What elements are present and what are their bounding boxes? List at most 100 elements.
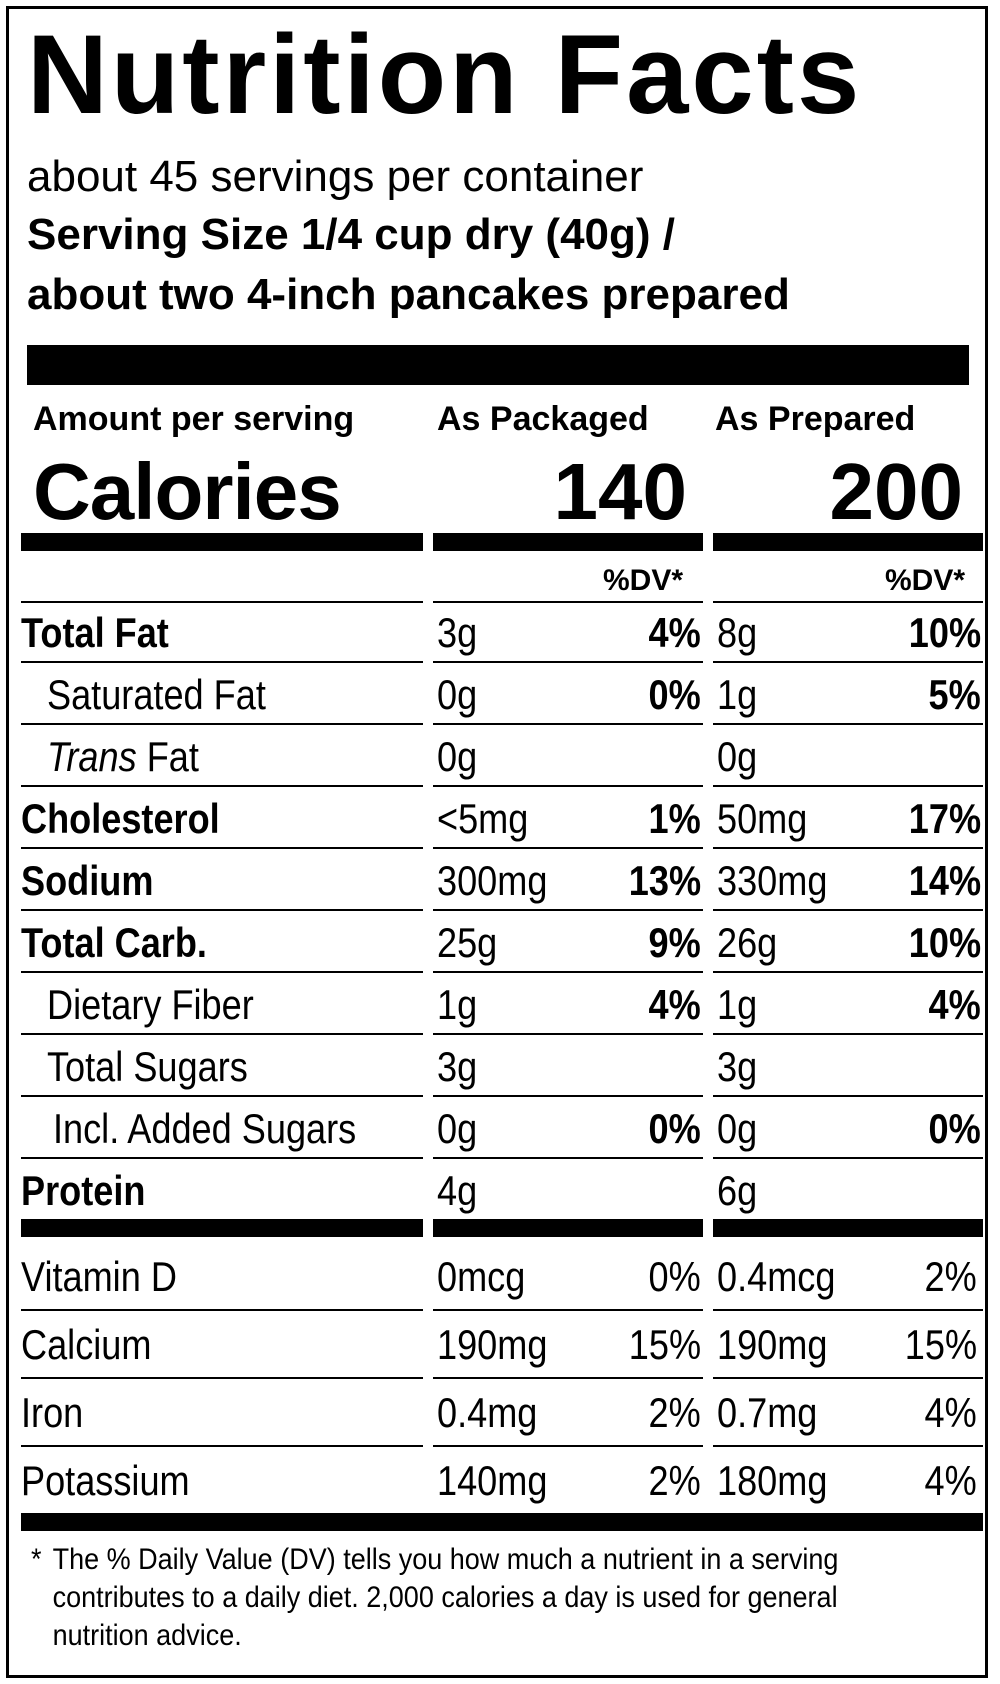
nutrient-name: Protein bbox=[21, 1167, 146, 1214]
vitamin-bar-2 bbox=[433, 1219, 703, 1237]
prepared-amount: 0.4mcg bbox=[717, 1253, 836, 1300]
packaged-amount: 140mg bbox=[437, 1457, 548, 1504]
prepared-amount: 26g bbox=[717, 919, 778, 966]
row-divider bbox=[713, 847, 983, 849]
packaged-amount: 4g bbox=[437, 1167, 478, 1214]
row-divider bbox=[21, 1309, 423, 1311]
packaged-amount: 3g bbox=[437, 1043, 478, 1090]
packaged-dv: 1% bbox=[648, 795, 701, 842]
row-divider bbox=[713, 1377, 983, 1379]
packaged-amount: <5mg bbox=[437, 795, 529, 842]
packaged-amount: 0.4mg bbox=[437, 1389, 538, 1436]
packaged-dv: 0% bbox=[648, 1105, 701, 1152]
amount-per-serving-label: Amount per serving bbox=[33, 400, 355, 438]
nutrient-row: Total Fat 3g 4% 8g 10% bbox=[9, 603, 991, 661]
packaged-dv: 15% bbox=[628, 1321, 701, 1368]
row-divider bbox=[713, 1095, 983, 1097]
nutrient-name: Total Sugars bbox=[47, 1043, 248, 1090]
row-divider bbox=[713, 661, 983, 663]
row-divider bbox=[433, 1377, 703, 1379]
serving-size: Serving Size 1/4 cup dry (40g) / about t… bbox=[27, 205, 790, 325]
calories-label: Calories bbox=[33, 447, 342, 536]
calories-prepared: 200 bbox=[829, 447, 963, 536]
nutrient-name: Cholesterol bbox=[21, 795, 220, 842]
prepared-amount: 330mg bbox=[717, 857, 828, 904]
nutrient-name: Sodium bbox=[21, 857, 154, 904]
nutrition-label: Nutrition Facts about 45 servings per co… bbox=[6, 6, 988, 1678]
nutrient-row: Saturated Fat 0g 0% 1g 5% bbox=[9, 665, 991, 723]
prepared-amount: 1g bbox=[717, 981, 758, 1028]
dv-header-divider bbox=[713, 601, 983, 603]
nutrient-name: Incl. Added Sugars bbox=[53, 1105, 357, 1152]
prepared-amount: 1g bbox=[717, 671, 758, 718]
row-divider bbox=[433, 1095, 703, 1097]
nutrient-name: Total Carb. bbox=[21, 919, 207, 966]
serving-size-line2: about two 4-inch pancakes prepared bbox=[27, 270, 790, 319]
serving-size-line1: Serving Size 1/4 cup dry (40g) / bbox=[27, 210, 675, 259]
row-divider bbox=[433, 1445, 703, 1447]
prepared-dv: 15% bbox=[904, 1321, 977, 1368]
nutrient-row: Trans Fat 0g 0g bbox=[9, 727, 991, 785]
prepared-amount: 0g bbox=[717, 1105, 758, 1152]
nutrient-name: Trans Fat bbox=[47, 733, 199, 781]
row-divider bbox=[713, 1445, 983, 1447]
packaged-dv: 9% bbox=[648, 919, 701, 966]
packaged-dv: 4% bbox=[648, 609, 701, 656]
nutrient-row: Dietary Fiber 1g 4% 1g 4% bbox=[9, 975, 991, 1033]
prepared-dv: 17% bbox=[908, 795, 981, 842]
vitamin-row: Iron 0.4mg 2% 0.7mg 4% bbox=[9, 1379, 991, 1447]
row-divider bbox=[21, 847, 423, 849]
row-divider bbox=[21, 1445, 423, 1447]
row-divider bbox=[713, 971, 983, 973]
prepared-amount: 8g bbox=[717, 609, 758, 656]
prepared-dv: 4% bbox=[924, 1389, 977, 1436]
nutrient-name: Saturated Fat bbox=[47, 671, 266, 718]
prepared-amount: 180mg bbox=[717, 1457, 828, 1504]
prepared-amount: 0.7mg bbox=[717, 1389, 818, 1436]
footnote: * The % Daily Value (DV) tells you how m… bbox=[31, 1541, 859, 1655]
packaged-amount: 1g bbox=[437, 981, 478, 1028]
prepared-dv: 10% bbox=[908, 609, 981, 656]
row-divider bbox=[21, 723, 423, 725]
servings-per-container: about 45 servings per container bbox=[27, 152, 644, 201]
col-prepared-header: As Prepared bbox=[715, 400, 916, 438]
packaged-amount: 0g bbox=[437, 733, 478, 780]
packaged-dv: 0% bbox=[648, 671, 701, 718]
calories-bar-3 bbox=[713, 533, 983, 551]
row-divider bbox=[713, 1033, 983, 1035]
prepared-amount: 50mg bbox=[717, 795, 808, 842]
prepared-dv: 4% bbox=[928, 981, 981, 1028]
label-title: Nutrition Facts bbox=[27, 12, 863, 137]
dv-header-prepared: %DV* bbox=[885, 564, 966, 597]
packaged-dv: 2% bbox=[648, 1389, 701, 1436]
packaged-amount: 0g bbox=[437, 671, 478, 718]
prepared-dv: 2% bbox=[924, 1253, 977, 1300]
nutrient-row: Sodium 300mg 13% 330mg 14% bbox=[9, 851, 991, 909]
packaged-dv: 4% bbox=[648, 981, 701, 1028]
calories-bar-1 bbox=[21, 533, 423, 551]
row-divider bbox=[21, 1377, 423, 1379]
footnote-star: * bbox=[31, 1543, 42, 1576]
prepared-dv: 14% bbox=[908, 857, 981, 904]
vitamin-name: Potassium bbox=[21, 1457, 190, 1504]
prepared-dv: 4% bbox=[924, 1457, 977, 1504]
footnote-text: The % Daily Value (DV) tells you how muc… bbox=[52, 1543, 839, 1652]
thick-divider-top bbox=[27, 345, 969, 385]
row-divider bbox=[433, 661, 703, 663]
packaged-amount: 25g bbox=[437, 919, 498, 966]
packaged-amount: 0g bbox=[437, 1105, 478, 1152]
nutrient-row: Total Sugars 3g 3g bbox=[9, 1037, 991, 1095]
nutrient-row: Protein 4g 6g bbox=[9, 1161, 991, 1219]
prepared-amount: 3g bbox=[717, 1043, 758, 1090]
vitamin-row: Vitamin D 0mcg 0% 0.4mcg 2% bbox=[9, 1243, 991, 1311]
nutrient-name: Total Fat bbox=[21, 609, 169, 656]
row-divider bbox=[21, 1157, 423, 1159]
row-divider bbox=[713, 785, 983, 787]
dv-header-divider bbox=[21, 601, 423, 603]
row-divider bbox=[713, 1157, 983, 1159]
prepared-amount: 0g bbox=[717, 733, 758, 780]
prepared-dv: 0% bbox=[928, 1105, 981, 1152]
vitamin-row: Potassium 140mg 2% 180mg 4% bbox=[9, 1447, 991, 1515]
packaged-dv: 2% bbox=[648, 1457, 701, 1504]
packaged-amount: 300mg bbox=[437, 857, 548, 904]
